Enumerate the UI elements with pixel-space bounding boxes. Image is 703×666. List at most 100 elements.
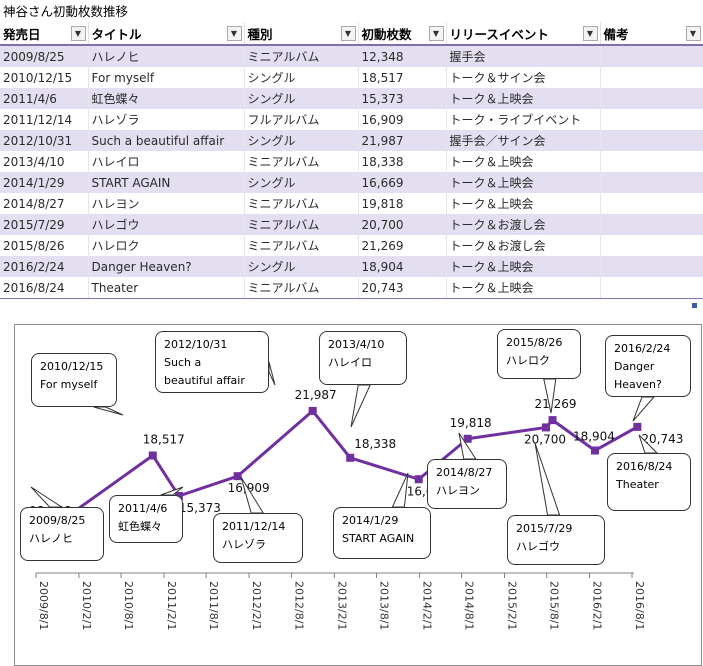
table-row[interactable]: 2016/8/24 Theater ミニアルバム 20,743 トーク＆上映会 bbox=[0, 277, 703, 299]
table-resize-handle[interactable] bbox=[692, 303, 697, 308]
cell-release-date[interactable]: 2014/1/29 bbox=[0, 172, 89, 193]
cell-title[interactable]: For myself bbox=[88, 67, 245, 88]
cell-title[interactable]: 虹色蝶々 bbox=[88, 88, 245, 109]
cell-title[interactable]: Theater bbox=[88, 277, 245, 299]
callout-box[interactable]: 2010/12/15 For myself bbox=[31, 353, 117, 407]
cell-release-event[interactable]: トーク・ライブイベント bbox=[446, 109, 601, 130]
cell-release-event[interactable]: トーク＆上映会 bbox=[446, 277, 601, 299]
callout-box[interactable]: 2015/8/26 ハレロク bbox=[497, 329, 581, 379]
cell-release-event[interactable]: トーク＆上映会 bbox=[446, 151, 601, 172]
callout-box[interactable]: 2012/10/31 Such a beautiful affair bbox=[155, 331, 269, 393]
cell-release-date[interactable]: 2015/7/29 bbox=[0, 214, 89, 235]
cell-release-date[interactable]: 2014/8/27 bbox=[0, 193, 89, 214]
cell-title[interactable]: ハレゴウ bbox=[88, 214, 245, 235]
cell-notes[interactable] bbox=[600, 214, 703, 235]
table-row[interactable]: 2013/4/10 ハレイロ ミニアルバム 18,338 トーク＆上映会 bbox=[0, 151, 703, 172]
cell-release-event[interactable]: トーク＆サイン会 bbox=[446, 67, 601, 88]
cell-title[interactable]: ハレロク bbox=[88, 235, 245, 256]
cell-notes[interactable] bbox=[600, 109, 703, 130]
table-row[interactable]: 2016/2/24 Danger Heaven? シングル 18,904 トーク＆上映会 bbox=[0, 256, 703, 277]
table-row[interactable]: 2011/12/14 ハレゾラ フルアルバム 16,909 トーク・ライブイベント bbox=[0, 109, 703, 130]
cell-first-week-sales[interactable]: 21,987 bbox=[358, 130, 447, 151]
cell-release-event[interactable]: トーク＆上映会 bbox=[446, 256, 601, 277]
cell-notes[interactable] bbox=[600, 256, 703, 277]
cell-type[interactable]: シングル bbox=[244, 172, 359, 193]
filter-dropdown-icon[interactable]: ▼ bbox=[582, 26, 598, 41]
callout-box[interactable]: 2016/2/24 Danger Heaven? bbox=[605, 335, 691, 397]
cell-notes[interactable] bbox=[600, 151, 703, 172]
cell-title[interactable]: Such a beautiful affair bbox=[88, 130, 245, 151]
table-row[interactable]: 2015/7/29 ハレゴウ ミニアルバム 20,700 トーク＆お渡し会 bbox=[0, 214, 703, 235]
cell-title[interactable]: Danger Heaven? bbox=[88, 256, 245, 277]
cell-release-date[interactable]: 2016/2/24 bbox=[0, 256, 89, 277]
cell-first-week-sales[interactable]: 21,269 bbox=[358, 235, 447, 256]
callout-box[interactable]: 2011/12/14 ハレゾラ bbox=[213, 513, 303, 563]
cell-title[interactable]: ハレノヒ bbox=[88, 45, 245, 67]
cell-type[interactable]: シングル bbox=[244, 67, 359, 88]
cell-title[interactable]: ハレヨン bbox=[88, 193, 245, 214]
cell-notes[interactable] bbox=[600, 193, 703, 214]
cell-first-week-sales[interactable]: 12,348 bbox=[358, 45, 447, 67]
cell-notes[interactable] bbox=[600, 45, 703, 67]
cell-notes[interactable] bbox=[600, 67, 703, 88]
callout-box[interactable]: 2009/8/25 ハレノヒ bbox=[20, 507, 104, 561]
table-row[interactable]: 2009/8/25 ハレノヒ ミニアルバム 12,348 握手会 bbox=[0, 45, 703, 67]
cell-notes[interactable] bbox=[600, 277, 703, 299]
table-row[interactable]: 2015/8/26 ハレロク ミニアルバム 21,269 トーク＆お渡し会 bbox=[0, 235, 703, 256]
cell-release-date[interactable]: 2010/12/15 bbox=[0, 67, 89, 88]
filter-dropdown-icon[interactable]: ▼ bbox=[70, 26, 86, 41]
cell-title[interactable]: ハレイロ bbox=[88, 151, 245, 172]
cell-release-date[interactable]: 2015/8/26 bbox=[0, 235, 89, 256]
callout-box[interactable]: 2016/8/24 Theater bbox=[607, 453, 691, 511]
cell-first-week-sales[interactable]: 16,669 bbox=[358, 172, 447, 193]
cell-title[interactable]: START AGAIN bbox=[88, 172, 245, 193]
cell-first-week-sales[interactable]: 16,909 bbox=[358, 109, 447, 130]
cell-release-event[interactable]: 握手会 bbox=[446, 45, 601, 67]
cell-release-event[interactable]: トーク＆上映会 bbox=[446, 88, 601, 109]
cell-type[interactable]: ミニアルバム bbox=[244, 235, 359, 256]
callout-box[interactable]: 2014/8/27 ハレヨン bbox=[427, 459, 507, 509]
filter-dropdown-icon[interactable]: ▼ bbox=[428, 26, 444, 41]
callout-box[interactable]: 2011/4/6 虹色蝶々 bbox=[109, 495, 183, 543]
cell-release-date[interactable]: 2009/8/25 bbox=[0, 45, 89, 67]
cell-type[interactable]: フルアルバム bbox=[244, 109, 359, 130]
callout-box[interactable]: 2014/1/29 START AGAIN bbox=[333, 507, 431, 559]
cell-first-week-sales[interactable]: 18,517 bbox=[358, 67, 447, 88]
cell-type[interactable]: シングル bbox=[244, 88, 359, 109]
cell-type[interactable]: シングル bbox=[244, 130, 359, 151]
cell-first-week-sales[interactable]: 19,818 bbox=[358, 193, 447, 214]
cell-type[interactable]: ミニアルバム bbox=[244, 151, 359, 172]
cell-release-date[interactable]: 2016/8/24 bbox=[0, 277, 89, 299]
cell-type[interactable]: ミニアルバム bbox=[244, 193, 359, 214]
cell-release-event[interactable]: トーク＆お渡し会 bbox=[446, 214, 601, 235]
cell-release-event[interactable]: トーク＆上映会 bbox=[446, 172, 601, 193]
filter-dropdown-icon[interactable]: ▼ bbox=[685, 26, 701, 41]
cell-release-event[interactable]: 握手会／サイン会 bbox=[446, 130, 601, 151]
cell-type[interactable]: ミニアルバム bbox=[244, 45, 359, 67]
cell-release-event[interactable]: トーク＆上映会 bbox=[446, 193, 601, 214]
filter-dropdown-icon[interactable]: ▼ bbox=[226, 26, 242, 41]
cell-release-event[interactable]: トーク＆お渡し会 bbox=[446, 235, 601, 256]
table-row[interactable]: 2010/12/15 For myself シングル 18,517 トーク＆サイン会 bbox=[0, 67, 703, 88]
cell-notes[interactable] bbox=[600, 88, 703, 109]
table-row[interactable]: 2014/1/29 START AGAIN シングル 16,669 トーク＆上映会 bbox=[0, 172, 703, 193]
cell-first-week-sales[interactable]: 18,338 bbox=[358, 151, 447, 172]
cell-release-date[interactable]: 2011/4/6 bbox=[0, 88, 89, 109]
cell-release-date[interactable]: 2013/4/10 bbox=[0, 151, 89, 172]
cell-first-week-sales[interactable]: 20,700 bbox=[358, 214, 447, 235]
cell-notes[interactable] bbox=[600, 130, 703, 151]
cell-release-date[interactable]: 2012/10/31 bbox=[0, 130, 89, 151]
cell-first-week-sales[interactable]: 15,373 bbox=[358, 88, 447, 109]
cell-first-week-sales[interactable]: 20,743 bbox=[358, 277, 447, 299]
callout-box[interactable]: 2015/7/29 ハレゴウ bbox=[507, 515, 605, 565]
filter-dropdown-icon[interactable]: ▼ bbox=[340, 26, 356, 41]
callout-box[interactable]: 2013/4/10 ハレイロ bbox=[319, 331, 407, 385]
cell-first-week-sales[interactable]: 18,904 bbox=[358, 256, 447, 277]
cell-notes[interactable] bbox=[600, 235, 703, 256]
cell-type[interactable]: ミニアルバム bbox=[244, 214, 359, 235]
cell-release-date[interactable]: 2011/12/14 bbox=[0, 109, 89, 130]
cell-notes[interactable] bbox=[600, 172, 703, 193]
cell-type[interactable]: シングル bbox=[244, 256, 359, 277]
cell-type[interactable]: ミニアルバム bbox=[244, 277, 359, 299]
table-row[interactable]: 2014/8/27 ハレヨン ミニアルバム 19,818 トーク＆上映会 bbox=[0, 193, 703, 214]
